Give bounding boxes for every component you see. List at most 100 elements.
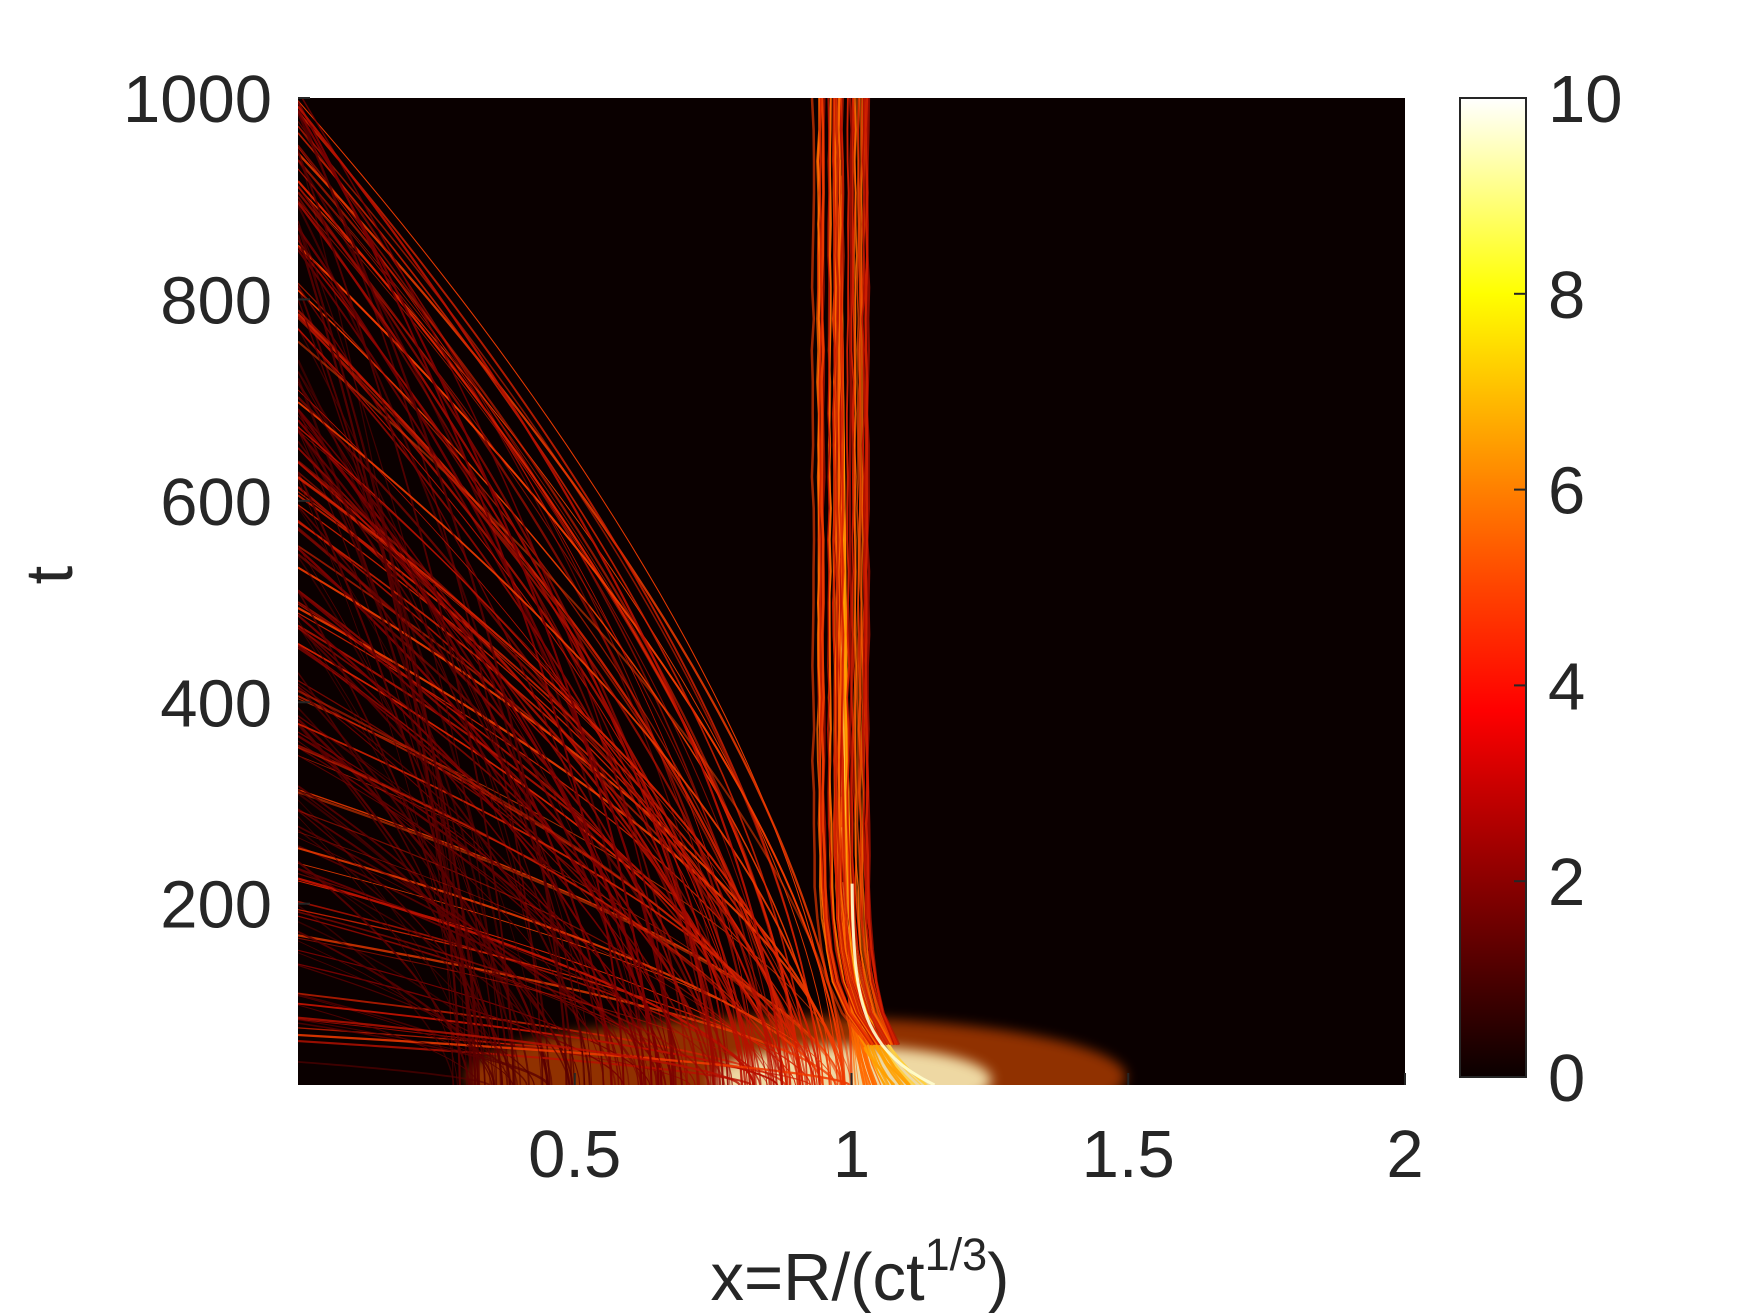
heat-streamline [298, 105, 784, 1085]
colorbar: 0 2 4 6 8 10 [1459, 62, 1623, 1116]
x-tick-label: 0.5 [528, 1117, 621, 1192]
heat-streamline [857, 1034, 895, 1085]
heat-streamline [298, 476, 821, 1085]
heat-streamline [298, 816, 458, 1085]
heat-streamline [298, 359, 517, 1085]
heat-streamline [298, 196, 689, 1085]
heat-streamline [298, 724, 495, 1085]
heat-streamline [298, 186, 832, 1085]
heat-streamline [298, 915, 689, 1085]
heat-streamline [298, 314, 752, 1085]
x-tick-label: 1.5 [1082, 1117, 1175, 1192]
colorbar-tick-label: 10 [1548, 62, 1623, 137]
heat-streamline [298, 626, 591, 1085]
heat-streamline [837, 98, 883, 1046]
heat-lines [298, 98, 1127, 1085]
heat-streamline [298, 900, 761, 1085]
heat-streamline [298, 415, 646, 1085]
heat-streamline [298, 792, 553, 1085]
heat-streamline [298, 340, 852, 1085]
heat-streamline [298, 614, 644, 1085]
heat-streamline [298, 785, 571, 1085]
heat-streamline [298, 285, 645, 1085]
y-axis-label: t [12, 565, 87, 584]
colorbar-tick-label: 4 [1548, 649, 1585, 724]
heat-streamline [298, 1016, 741, 1085]
heat-streamline [298, 862, 508, 1085]
heat-streamline [298, 686, 530, 1085]
heat-streamline [832, 98, 880, 1046]
heat-streamline [298, 383, 592, 1085]
heat-streamline [838, 98, 883, 1046]
heat-streamline [298, 620, 496, 1085]
heat-streamline [298, 831, 776, 1085]
heat-streamline [298, 788, 549, 1085]
heat-streamline [298, 100, 838, 1085]
heat-streamline [298, 111, 821, 1085]
heat-streamline [298, 201, 715, 1085]
heat-streamline [298, 381, 586, 1085]
heat-streamline [298, 952, 512, 1085]
heat-streamline [298, 689, 800, 1085]
heat-streamline [298, 921, 519, 1085]
colorbar-tick-label: 6 [1548, 454, 1585, 529]
colorbar-tick-label: 0 [1548, 1041, 1585, 1116]
heat-streamline [298, 479, 461, 1085]
heat-streamline [298, 1022, 549, 1085]
heat-streamline [298, 746, 788, 1085]
heat-streamline [298, 547, 663, 1085]
heat-streamline [298, 401, 831, 1085]
heat-streamline [298, 109, 653, 1085]
heat-streamline [298, 744, 784, 1085]
heat-streamline [827, 98, 878, 1046]
heat-streamline [298, 224, 472, 1085]
heat-streamline [298, 868, 570, 1085]
heat-streamline [298, 1004, 480, 1085]
heat-streamline [298, 964, 535, 1085]
heat-streamline [861, 98, 896, 1046]
x-axis-ticks: 0.5 1 1.5 2 [528, 1073, 1424, 1192]
colorbar-ticks: 0 2 4 6 8 10 [1514, 62, 1623, 1116]
heat-streamline [298, 904, 455, 1085]
heat-streamline [820, 98, 874, 1046]
heat-streamline [850, 98, 891, 1046]
y-tick-label: 600 [160, 465, 272, 540]
heat-streamline [298, 152, 846, 1085]
heat-streamline [298, 447, 699, 1085]
heat-streamline [853, 98, 892, 1046]
heat-streamline [298, 478, 816, 1085]
x-axis-label: x=R/(ct1/3) [711, 1229, 1010, 1313]
y-tick-label: 200 [160, 868, 272, 943]
heat-streamline [298, 672, 486, 1085]
heat-streamline [859, 98, 894, 1045]
heat-streamline [298, 825, 617, 1085]
heat-streamline [845, 98, 888, 1046]
y-tick-label: 1000 [123, 62, 272, 137]
heat-streamline [298, 328, 748, 1085]
colorbar-tick-label: 2 [1548, 845, 1585, 920]
heat-streamline [298, 644, 687, 1085]
heat-streamline [298, 426, 775, 1085]
heat-streamline [298, 309, 773, 1085]
heat-streamline [298, 249, 677, 1085]
heat-front-line [850, 883, 936, 1085]
colorbar-tick-label: 8 [1548, 258, 1585, 333]
heat-streamline [298, 963, 624, 1085]
heat-streamline [298, 430, 642, 1085]
heat-streamline [298, 937, 769, 1085]
heat-streamline [298, 519, 756, 1085]
heat-streamline [298, 1019, 550, 1085]
x-tick-label: 2 [1386, 1117, 1423, 1192]
heat-streamline [864, 98, 899, 1046]
colorbar-gradient [1459, 97, 1527, 1078]
y-tick-label: 400 [160, 666, 272, 741]
heat-streamline [298, 168, 799, 1085]
heat-streamline [298, 521, 804, 1085]
heat-streamline [298, 227, 675, 1085]
heat-streamline [298, 147, 757, 1085]
heat-streamline [298, 239, 712, 1085]
heat-streamline [298, 507, 542, 1085]
heat-streamline [818, 98, 872, 1046]
heat-streamline [840, 98, 886, 1046]
